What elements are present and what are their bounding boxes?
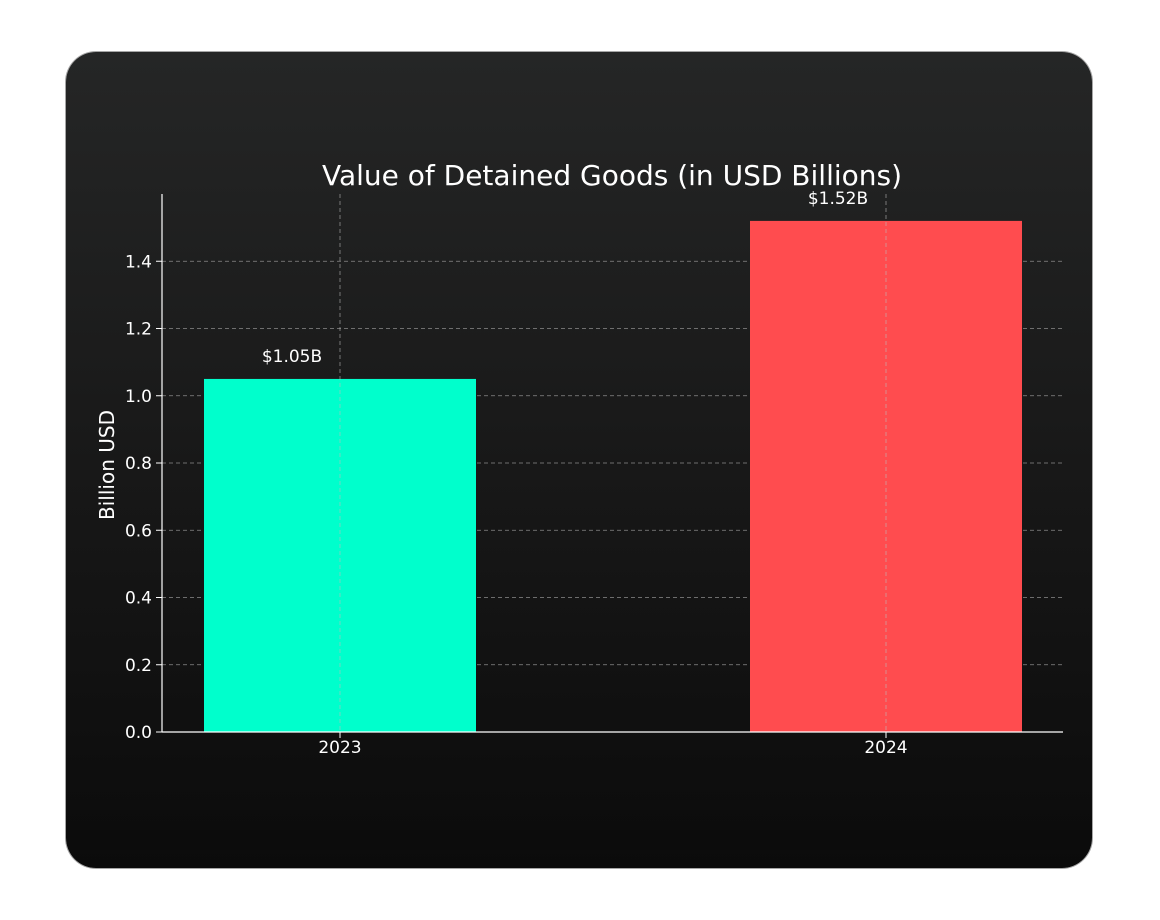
bars [204,220,1022,732]
tick-labels: 0.0 0.2 0.4 0.6 0.8 1.0 1.2 1.4 2023 2024 [125,252,908,758]
x-tick-label: 2024 [864,738,907,758]
value-label-2023: $1.05B [262,347,322,367]
y-axis-label: Billion USD [95,410,119,520]
y-tick-label: 0.0 [125,723,152,743]
data-labels: $1.05B $1.52B [262,189,868,367]
y-tick-label: 1.4 [125,252,152,272]
vertical-gridlines [339,194,887,732]
value-label-2024: $1.52B [808,189,868,209]
y-tick-label: 0.6 [125,521,152,541]
y-tick-label: 0.4 [125,589,152,609]
chart-title: Value of Detained Goods (in USD Billions… [322,159,902,192]
y-tick-label: 1.0 [125,387,152,407]
y-tick-label: 0.2 [125,656,152,676]
x-tick-label: 2023 [318,738,361,758]
y-tick-label: 1.2 [125,320,152,340]
y-tick-label: 0.8 [125,454,152,474]
